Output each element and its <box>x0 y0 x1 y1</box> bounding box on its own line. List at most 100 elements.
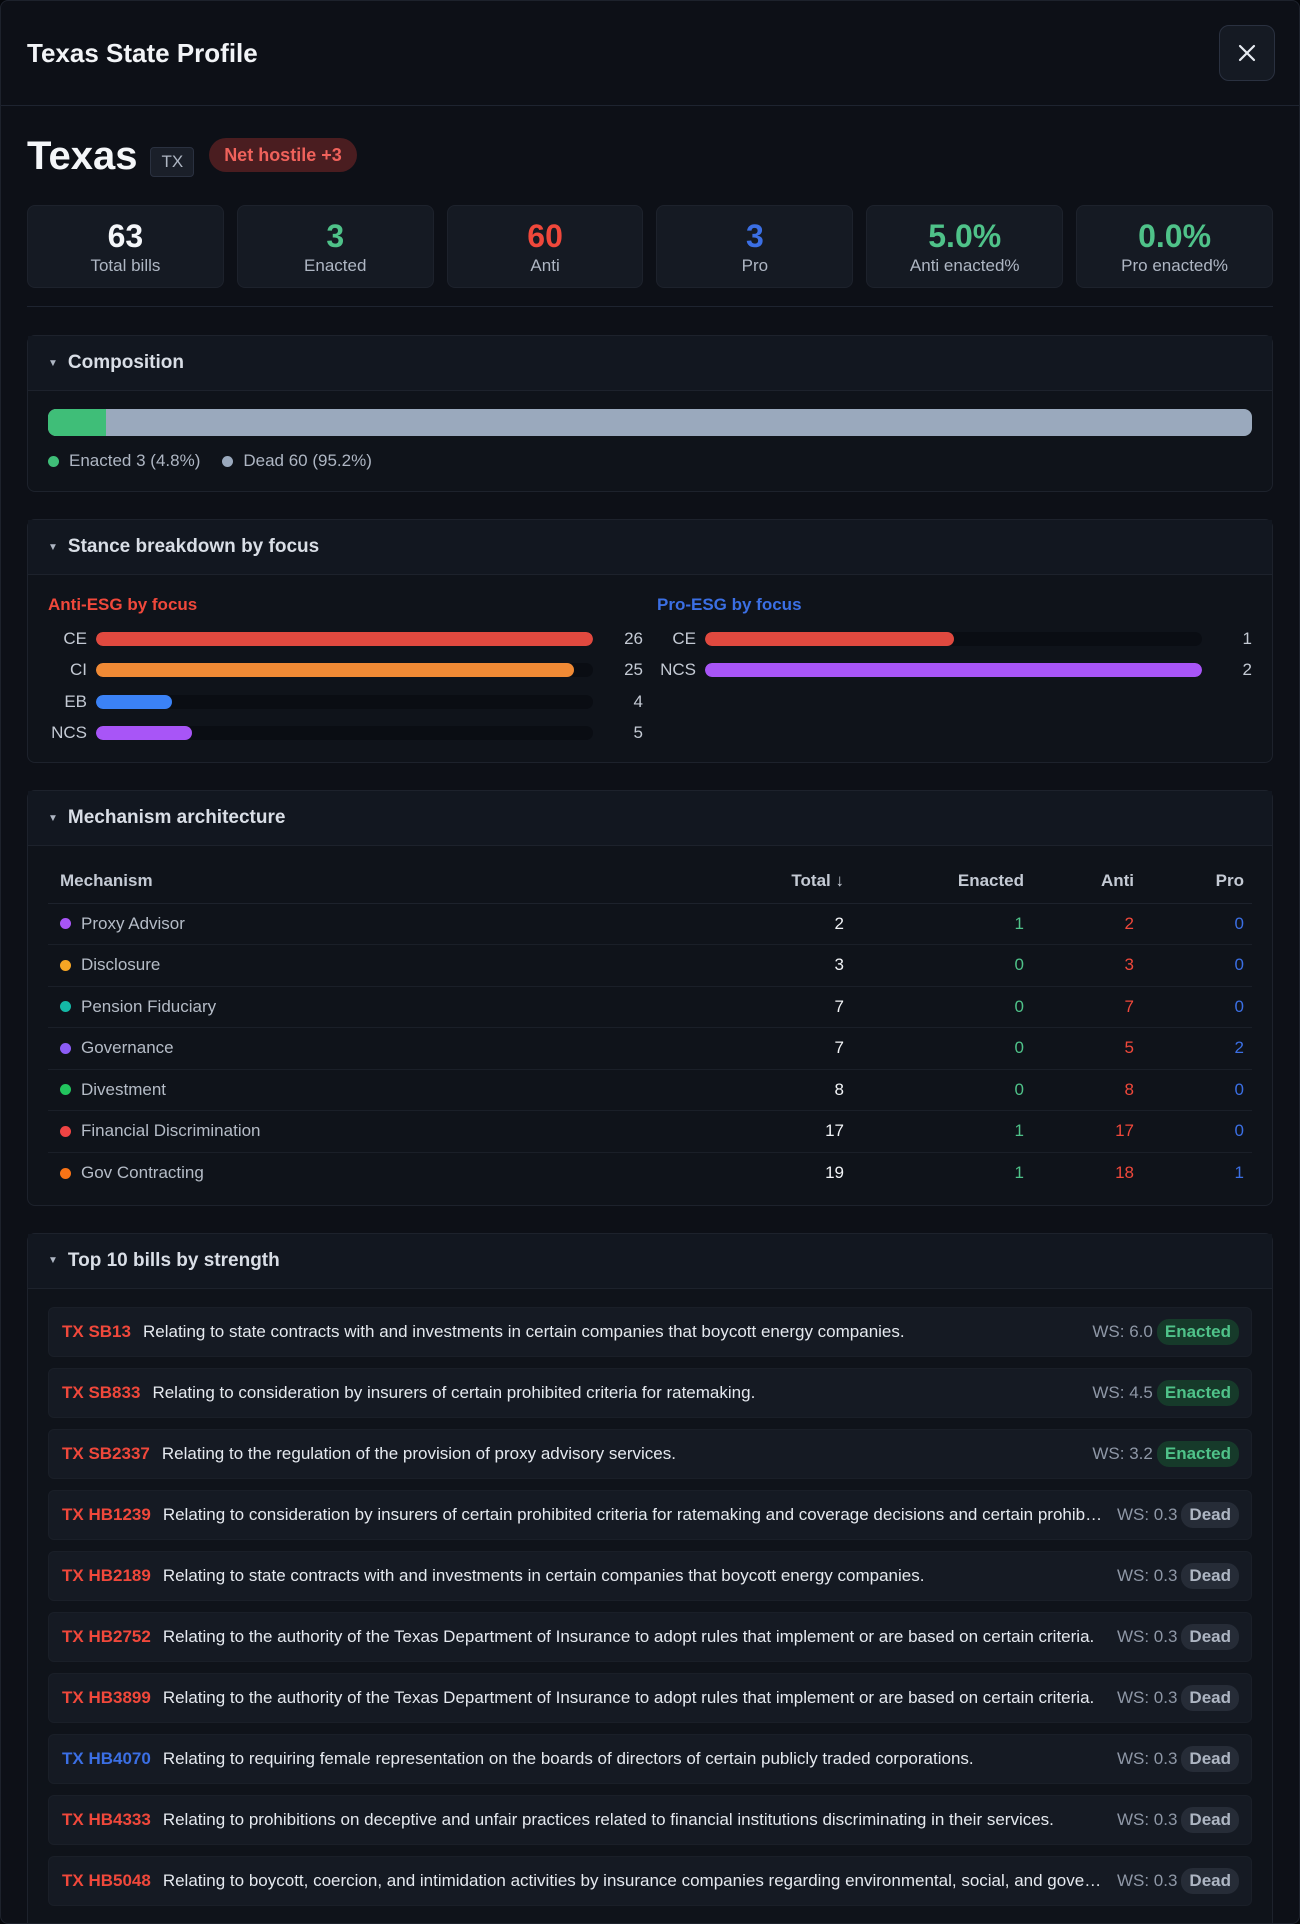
bill-title: Relating to state contracts with and inv… <box>142 1321 905 1341</box>
pro-esg-column: Pro-ESG by focus CE 1 NCS 2 <box>657 595 1252 749</box>
legend-label: Enacted 3 (4.8%) <box>69 451 201 470</box>
status-badge: Enacted <box>1156 1318 1239 1345</box>
mechanism-toggle[interactable]: ▼ Mechanism architecture <box>28 791 1272 846</box>
bill-item[interactable]: TX HB5048 Relating to boycott, coercion, … <box>48 1855 1252 1906</box>
section-title: Mechanism architecture <box>67 807 286 828</box>
bill-weighted-strength: WS: 0.3 <box>1116 1626 1178 1646</box>
bill-id-link[interactable]: TX HB2752 <box>62 1626 151 1646</box>
stat-value: 0.0% <box>1138 217 1212 254</box>
bill-id-link[interactable]: TX SB2337 <box>62 1443 150 1463</box>
status-badge: Dead <box>1181 1806 1239 1833</box>
column-header-pro[interactable]: Pro <box>1142 860 1252 904</box>
bill-id-link[interactable]: TX SB13 <box>62 1321 131 1341</box>
mechanism-name: Financial Discrimination <box>60 1121 772 1141</box>
bill-title: Relating to consideration by insurers of… <box>152 1382 756 1402</box>
focus-bar-row: NCS 5 <box>48 718 643 750</box>
modal-title: Texas State Profile <box>27 37 258 68</box>
pro-cell: 1 <box>1234 1163 1244 1182</box>
focus-count: 2 <box>1242 660 1252 680</box>
pro-cell: 0 <box>1142 944 1252 987</box>
status-badge: Enacted <box>1156 1379 1239 1406</box>
bill-id-link[interactable]: TX HB5048 <box>62 1870 151 1890</box>
bill-item[interactable]: TX HB2752 Relating to the authority of th… <box>48 1611 1252 1662</box>
legend-item-dead: Dead 60 (95.2%) <box>222 451 372 471</box>
total-cell: 7 <box>772 1027 852 1070</box>
close-button[interactable] <box>1219 25 1275 81</box>
section-title: Composition <box>67 352 185 373</box>
focus-bar-fill <box>705 663 1202 678</box>
bill-item[interactable]: TX HB1239 Relating to consideration by in… <box>48 1489 1252 1540</box>
bill-id-link[interactable]: TX HB4333 <box>62 1809 151 1829</box>
status-badge: Dead <box>1181 1867 1239 1894</box>
anti-cell: 5 <box>1032 1027 1142 1070</box>
bill-id-link[interactable]: TX HB2189 <box>62 1565 151 1585</box>
stats-row: 63 Total bills 3 Enacted 60 Anti 3 Pro 5… <box>27 205 1273 288</box>
column-header-total[interactable]: Total ↓ <box>772 860 852 904</box>
anti-esg-heading: Anti-ESG by focus <box>48 595 198 614</box>
legend-label: Dead 60 (95.2%) <box>243 451 372 470</box>
state-code-badge: TX <box>150 146 195 177</box>
table-row: Financial Discrimination 17 1 17 0 <box>48 1110 1252 1153</box>
stat-card-anti-enacted-pct: 5.0% Anti enacted% <box>866 205 1064 288</box>
table-row: Governance 7 0 5 2 <box>48 1027 1252 1070</box>
enacted-cell: 1 <box>852 903 1032 945</box>
table-row: Disclosure 3 0 3 0 <box>48 944 1252 987</box>
focus-label: CI <box>70 660 87 680</box>
caret-down-icon: ▼ <box>48 357 58 369</box>
anti-cell: 17 <box>1032 1110 1142 1153</box>
status-badge: Enacted <box>1156 1440 1239 1467</box>
section-title: Stance breakdown by focus <box>67 536 320 557</box>
composition-toggle[interactable]: ▼ Composition <box>28 336 1272 391</box>
legend-dot <box>48 455 59 467</box>
focus-label: NCS <box>660 660 696 680</box>
focus-label: CE <box>63 628 87 648</box>
pro-cell: 2 <box>1142 1027 1252 1070</box>
focus-bar-row: CI 25 <box>48 655 643 687</box>
focus-label: NCS <box>51 723 87 743</box>
bill-title: Relating to the authority of the Texas D… <box>162 1687 1095 1707</box>
bill-weighted-strength: WS: 0.3 <box>1116 1687 1178 1707</box>
bill-id-link[interactable]: TX HB4070 <box>62 1748 151 1768</box>
bill-item[interactable]: TX HB2189 Relating to state contracts wit… <box>48 1550 1252 1601</box>
bill-title: Relating to the regulation of the provis… <box>161 1443 676 1463</box>
state-header: Texas TX Net hostile +3 <box>27 106 1273 205</box>
status-badge: Dead <box>1181 1745 1239 1772</box>
bill-id-link[interactable]: TX SB833 <box>62 1382 141 1402</box>
anti-cell: 7 <box>1032 986 1142 1028</box>
column-header-mechanism[interactable]: Mechanism <box>48 860 772 904</box>
bill-item[interactable]: TX HB4333 Relating to prohibitions on dec… <box>48 1794 1252 1845</box>
bill-item[interactable]: TX HB3899 Relating to the authority of th… <box>48 1672 1252 1723</box>
enacted-cell: 0 <box>852 986 1032 1028</box>
caret-down-icon: ▼ <box>48 1255 58 1266</box>
stance-toggle[interactable]: ▼ Stance breakdown by focus <box>28 520 1272 575</box>
bill-id-link[interactable]: TX HB3899 <box>62 1687 151 1707</box>
table-row: Pension Fiduciary 7 0 7 0 <box>48 986 1252 1028</box>
bill-item[interactable]: TX SB2337 Relating to the regulation of t… <box>48 1428 1252 1479</box>
bill-title: Relating to consideration by insurers of… <box>162 1504 1105 1524</box>
bill-weighted-strength: WS: 0.3 <box>1116 1809 1178 1829</box>
focus-bar-fill <box>96 631 593 646</box>
total-cell: 8 <box>772 1069 852 1111</box>
bill-id-link[interactable]: TX HB1239 <box>62 1504 151 1524</box>
pro-cell: 0 <box>1142 986 1252 1028</box>
column-header-enacted[interactable]: Enacted <box>852 860 1032 904</box>
top-bills-toggle[interactable]: ▼ Top 10 bills by strength <box>28 1233 1272 1289</box>
anti-cell: 2 <box>1032 903 1142 945</box>
bill-item[interactable]: TX SB13 Relating to state contracts with … <box>48 1306 1252 1357</box>
mechanism-cell: Financial Discrimination <box>48 1110 772 1153</box>
focus-bar-row: EB 4 <box>48 686 643 718</box>
pro-cell: 0 <box>1142 1110 1252 1153</box>
mechanism-name: Gov Contracting <box>60 1163 772 1183</box>
bill-item[interactable]: TX HB4070 Relating to requiring female re… <box>48 1733 1252 1784</box>
total-cell: 7 <box>772 986 852 1028</box>
column-header-anti[interactable]: Anti <box>1032 860 1142 904</box>
pro-cell: 0 <box>1142 903 1252 945</box>
mechanism-cell: Proxy Advisor <box>48 903 772 945</box>
bill-weighted-strength: WS: 0.3 <box>1116 1870 1178 1890</box>
enacted-cell: 1 <box>1014 1163 1024 1182</box>
composition-bar <box>48 409 1252 436</box>
bill-item[interactable]: TX SB833 Relating to consideration by ins… <box>48 1367 1252 1418</box>
anti-cell: 18 <box>1115 1163 1134 1182</box>
table-row: Gov Contracting 19 1 18 1 <box>48 1152 1252 1194</box>
mechanism-name: Governance <box>60 1038 772 1058</box>
